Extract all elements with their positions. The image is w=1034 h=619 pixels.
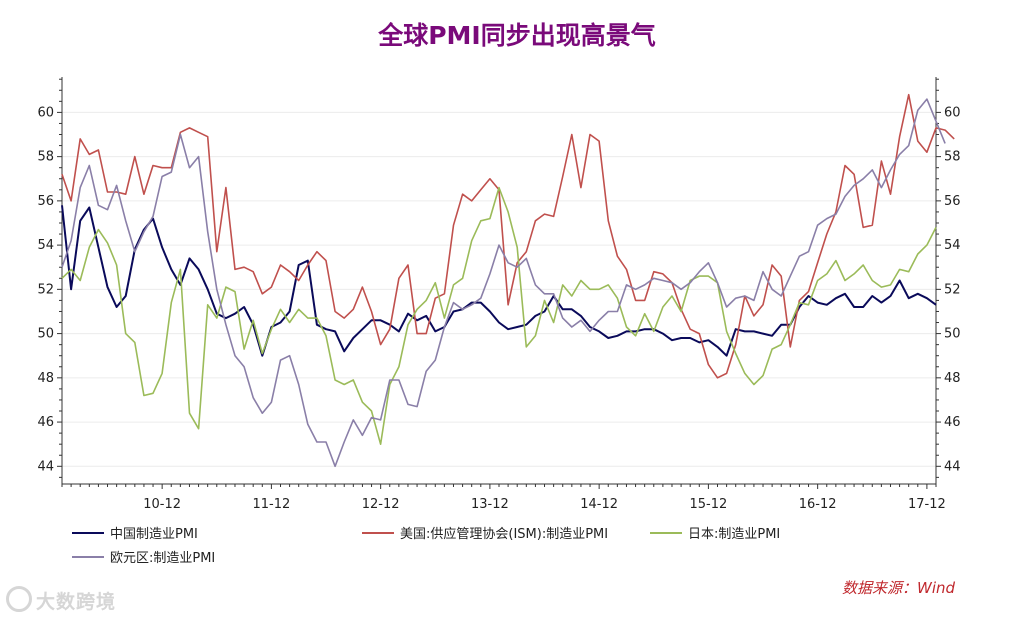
- series-line: [61, 186, 937, 446]
- legend-label: 欧元区:制造业PMI: [110, 551, 215, 566]
- y2-tick-label: 54: [944, 238, 961, 253]
- legend-label: 美国:供应管理协会(ISM):制造业PMI: [400, 526, 608, 542]
- legend: 中国制造业PMI 美国:供应管理协会(ISM):制造业PMI 日本:制造业PMI 欧元…: [72, 526, 780, 566]
- y-tick-label: 60: [37, 105, 54, 120]
- y-tick-label: 48: [37, 371, 54, 386]
- y-tick-label: 52: [37, 282, 54, 297]
- x-tick-label: 14-12: [580, 497, 618, 512]
- watermark: 大数跨境: [6, 586, 116, 614]
- y2-tick-label: 52: [944, 282, 961, 297]
- y-tick-label: 58: [37, 150, 54, 165]
- x-tick-label: 11-12: [253, 497, 291, 512]
- grid-lines: [62, 111, 936, 467]
- x-tick-label: 12-12: [362, 497, 400, 512]
- y-tick-label: 46: [37, 415, 54, 430]
- y2-tick-label: 46: [944, 415, 961, 430]
- x-tick-label: 10-12: [143, 497, 181, 512]
- y2-tick-label: 58: [944, 150, 961, 165]
- legend-label: 日本:制造业PMI: [688, 527, 780, 542]
- legend-label: 中国制造业PMI: [110, 527, 198, 542]
- y-tick-label: 56: [37, 194, 54, 209]
- x-tick-label: 13-12: [471, 497, 509, 512]
- y2-tick-label: 44: [944, 459, 961, 474]
- watermark-logo-icon: [6, 586, 32, 612]
- y2-tick-label: 50: [944, 327, 961, 342]
- y2-tick-label: 48: [944, 371, 961, 386]
- x-tick-label: 15-12: [690, 497, 728, 512]
- series-lines: [61, 93, 955, 468]
- source-note: 数据来源：Wind: [842, 579, 956, 597]
- axes: 44 46 48 50 52 54 56 58 60 44 46 48 50 52 54 56 58 60 10-1…: [37, 77, 961, 512]
- y-tick-label: 44: [37, 459, 54, 474]
- series-line: [61, 93, 955, 379]
- x-tick-label: 17-12: [908, 497, 946, 512]
- x-tick-label: 16-12: [799, 497, 837, 512]
- chart-title: 全球PMI同步出现高景气: [378, 21, 656, 50]
- y-tick-label: 50: [37, 327, 54, 342]
- y2-tick-label: 56: [944, 194, 961, 209]
- watermark-text: 大数跨境: [36, 591, 117, 613]
- y-tick-label: 54: [37, 238, 54, 253]
- series-line: [61, 98, 946, 468]
- y2-tick-label: 60: [944, 105, 961, 120]
